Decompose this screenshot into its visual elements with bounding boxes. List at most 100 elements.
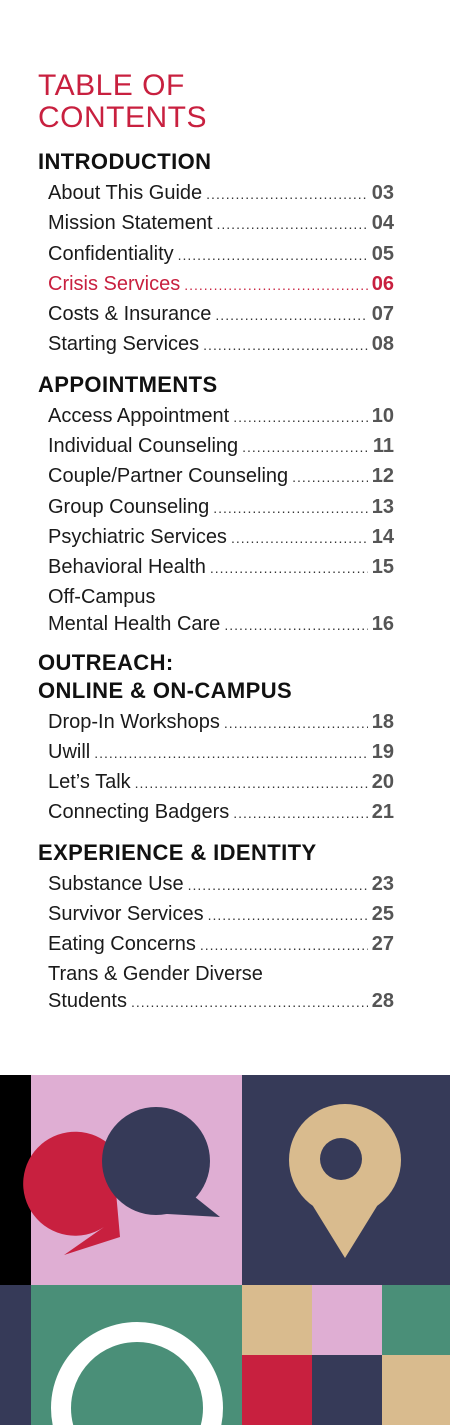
leader-dots — [233, 798, 368, 828]
leader-dots — [203, 330, 368, 360]
toc-entry-label: Psychiatric Services — [48, 525, 227, 548]
leader-dots — [200, 930, 368, 960]
toc-sections: INTRODUCTION About This Guide 03 Mission St… — [38, 148, 394, 1016]
toc-entry[interactable]: Uwill 19 — [48, 738, 394, 768]
toc-entry[interactable]: About This Guide 03 — [48, 179, 394, 209]
toc-entry-label: About This Guide — [48, 182, 203, 204]
toc-entry[interactable]: Access Appointment 10 — [48, 402, 394, 432]
toc-section: INTRODUCTION About This Guide 03 Mission St… — [38, 148, 394, 361]
navy-square — [312, 1355, 382, 1425]
page-number: 18 — [371, 710, 394, 733]
toc-entry[interactable]: Survivor Services 25 — [48, 900, 394, 930]
section-heading: INTRODUCTION — [38, 148, 394, 176]
toc-section: OUTREACH: ONLINE & ON-CAMPUS Drop-In Works… — [38, 649, 394, 829]
decorative-graphic — [0, 1075, 450, 1425]
toc-entry-label: Students — [48, 989, 127, 1012]
toc-entry-label: Mental Health Care — [48, 612, 221, 635]
page-number: 03 — [371, 182, 394, 204]
toc-entry-label: Crisis Services — [48, 272, 181, 295]
leader-dots — [135, 768, 368, 798]
toc-entry[interactable]: Costs & Insurance 07 — [48, 300, 394, 330]
map-pin-icon — [289, 1104, 401, 1258]
leader-dots — [242, 432, 369, 462]
page-number: 10 — [371, 404, 394, 427]
leader-dots — [131, 988, 368, 1016]
toc-entry-label: Eating Concerns — [48, 933, 196, 956]
leader-dots — [210, 553, 368, 583]
page-number: 05 — [371, 242, 394, 265]
page-number: 08 — [371, 333, 394, 356]
page-number: 14 — [371, 525, 394, 548]
tan-square-2 — [382, 1355, 450, 1425]
red-square — [242, 1355, 312, 1425]
toc-entry-label: Uwill — [48, 740, 91, 763]
toc-entry[interactable]: Individual Counseling 11 — [48, 432, 394, 462]
toc-entry[interactable]: Eating Concerns 27 — [48, 930, 394, 960]
ring-icon — [51, 1322, 223, 1425]
toc-entry[interactable]: Mission Statement 04 — [48, 209, 394, 239]
page-number: 15 — [371, 556, 394, 579]
leader-dots — [94, 738, 368, 768]
toc-entry-label: Confidentiality — [48, 242, 174, 265]
toc-entry[interactable]: Starting Services 08 — [48, 330, 394, 360]
toc-entry-label: Survivor Services — [48, 903, 204, 926]
toc-entry[interactable]: Drop-In Workshops 18 — [48, 708, 394, 738]
page-number: 06 — [371, 272, 394, 295]
navy-strip — [0, 1285, 31, 1425]
leader-dots — [233, 402, 368, 432]
toc-entry[interactable]: Connecting Badgers 21 — [48, 798, 394, 828]
toc-entry-label: Starting Services — [48, 333, 200, 356]
toc-entry-row: Mental Health Care 16 — [48, 611, 394, 639]
section-heading: EXPERIENCE & IDENTITY — [38, 839, 394, 867]
green-square — [382, 1285, 450, 1355]
leader-dots — [213, 493, 368, 523]
toc-entry[interactable]: Couple/Partner Counseling 12 — [48, 462, 394, 492]
toc-entry-active[interactable]: Crisis Services 06 — [48, 270, 394, 300]
section-heading-line: EXPERIENCE & IDENTITY — [38, 839, 317, 865]
toc-entry-label: Group Counseling — [48, 495, 210, 518]
page-number: 13 — [371, 495, 394, 518]
leader-dots — [224, 708, 368, 738]
toc-entry-label: Substance Use — [48, 872, 184, 895]
toc-section: EXPERIENCE & IDENTITY Substance Use 23 Surv… — [38, 839, 394, 1016]
section-heading-line: ONLINE & ON-CAMPUS — [38, 677, 293, 703]
page-number: 11 — [372, 435, 394, 458]
page-number: 28 — [371, 989, 394, 1012]
toc-entry[interactable]: Let’s Talk 20 — [48, 768, 394, 798]
page-number: 16 — [371, 612, 394, 635]
toc-entry[interactable]: Psychiatric Services 14 — [48, 523, 394, 553]
page-number: 07 — [371, 303, 394, 326]
toc-entry-label: Couple/Partner Counseling — [48, 465, 289, 488]
section-heading-line: OUTREACH: — [38, 649, 174, 675]
leader-dots — [292, 462, 368, 492]
section-heading: APPOINTMENTS — [38, 371, 394, 399]
leader-dots — [178, 240, 368, 270]
page-number: 19 — [371, 740, 394, 763]
toc-entry-label: Mission Statement — [48, 212, 213, 235]
leader-dots — [184, 270, 368, 300]
leader-dots — [231, 523, 368, 553]
leader-dots — [217, 209, 368, 239]
page-number: 25 — [371, 903, 394, 926]
toc-entry[interactable]: Confidentiality 05 — [48, 240, 394, 270]
section-heading: OUTREACH: ONLINE & ON-CAMPUS — [38, 649, 394, 705]
leader-dots — [208, 900, 368, 930]
toc-entry[interactable]: Substance Use 23 — [48, 870, 394, 900]
toc-entry-label: Let’s Talk — [48, 771, 131, 794]
toc-entry-label: Costs & Insurance — [48, 303, 212, 326]
toc-entry[interactable]: Behavioral Health 15 — [48, 553, 394, 583]
toc-entry-label: Access Appointment — [48, 404, 230, 427]
title-line-1: TABLE OF — [38, 69, 185, 102]
toc-entry[interactable]: Trans & Gender Diverse Students 28 — [48, 961, 394, 1016]
toc-entry[interactable]: Off-Campus Mental Health Care 16 — [48, 584, 394, 639]
toc-entry-label: Drop-In Workshops — [48, 710, 220, 733]
page-number: 27 — [371, 933, 394, 956]
page-title: TABLE OF CONTENTS — [38, 70, 394, 134]
toc-entry-row: Students 28 — [48, 988, 394, 1016]
leader-dots — [224, 611, 367, 639]
page-number: 04 — [371, 212, 394, 235]
page-number: 12 — [371, 465, 394, 488]
toc-entry-label: Trans & Gender Diverse — [48, 962, 263, 985]
pink-square — [312, 1285, 382, 1355]
toc-entry[interactable]: Group Counseling 13 — [48, 493, 394, 523]
